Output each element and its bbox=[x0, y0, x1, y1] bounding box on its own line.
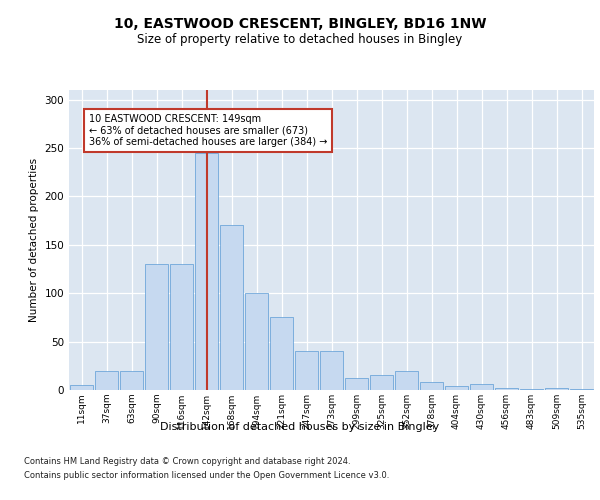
Bar bbox=[245, 293, 268, 390]
Y-axis label: Number of detached properties: Number of detached properties bbox=[29, 158, 39, 322]
Bar bbox=[395, 370, 418, 390]
Bar bbox=[370, 376, 393, 390]
Bar bbox=[345, 378, 368, 390]
Text: Contains public sector information licensed under the Open Government Licence v3: Contains public sector information licen… bbox=[24, 471, 389, 480]
Text: Size of property relative to detached houses in Bingley: Size of property relative to detached ho… bbox=[137, 32, 463, 46]
Bar bbox=[295, 352, 318, 390]
Bar bbox=[70, 385, 93, 390]
Bar bbox=[120, 370, 143, 390]
Text: 10, EASTWOOD CRESCENT, BINGLEY, BD16 1NW: 10, EASTWOOD CRESCENT, BINGLEY, BD16 1NW bbox=[114, 18, 486, 32]
Bar bbox=[420, 382, 443, 390]
Bar bbox=[170, 264, 193, 390]
Bar bbox=[520, 389, 543, 390]
Bar bbox=[545, 388, 568, 390]
Bar bbox=[195, 153, 218, 390]
Text: 10 EASTWOOD CRESCENT: 149sqm
← 63% of detached houses are smaller (673)
36% of s: 10 EASTWOOD CRESCENT: 149sqm ← 63% of de… bbox=[89, 114, 328, 148]
Bar bbox=[445, 386, 468, 390]
Bar bbox=[95, 370, 118, 390]
Bar bbox=[220, 226, 243, 390]
Bar bbox=[495, 388, 518, 390]
Text: Contains HM Land Registry data © Crown copyright and database right 2024.: Contains HM Land Registry data © Crown c… bbox=[24, 458, 350, 466]
Bar bbox=[570, 389, 593, 390]
Bar bbox=[320, 352, 343, 390]
Text: Distribution of detached houses by size in Bingley: Distribution of detached houses by size … bbox=[160, 422, 440, 432]
Bar bbox=[145, 264, 168, 390]
Bar bbox=[270, 318, 293, 390]
Bar bbox=[470, 384, 493, 390]
